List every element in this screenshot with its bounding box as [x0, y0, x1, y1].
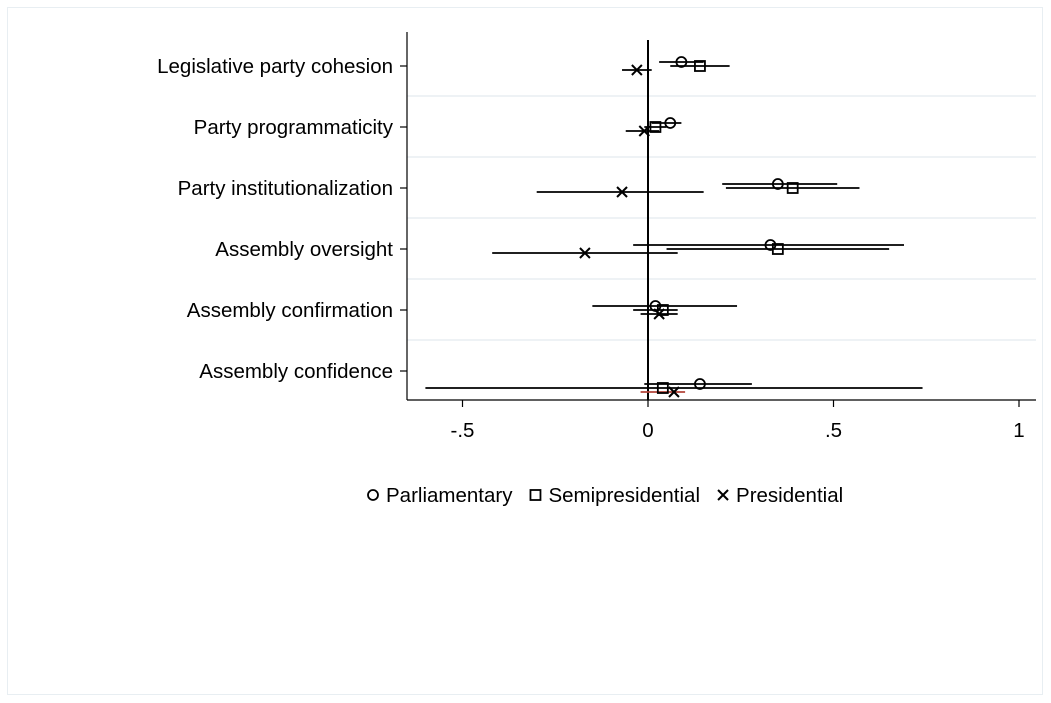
point-square: [694, 60, 706, 72]
point-square: [656, 304, 669, 316]
category-label: Assembly oversight: [215, 238, 393, 261]
point-x: [638, 125, 650, 137]
category-label: Party institutionalization: [178, 177, 393, 200]
point-square: [786, 182, 799, 194]
point-circle: [694, 378, 706, 390]
legend-symbol-circle: [367, 489, 379, 501]
x-stroke: [616, 186, 628, 198]
legend-label: Presidential: [736, 484, 843, 507]
label-layer: Legislative party cohesion Party programm…: [157, 55, 1025, 442]
x-tick-label: .5: [825, 419, 842, 442]
legend: Parliamentary Semipresidential Presidentia…: [367, 484, 843, 507]
ci-layer: [425, 61, 923, 393]
grid-layer: [407, 95, 1036, 341]
axis-layer: [400, 32, 1036, 407]
point-square: [649, 121, 662, 133]
category-label: Assembly confirmation: [187, 299, 393, 322]
x-stroke: [579, 247, 591, 259]
point-square: [656, 382, 669, 394]
point-square: [771, 243, 784, 255]
point-x: [668, 386, 680, 398]
x-stroke: [717, 489, 729, 501]
point-x: [616, 186, 628, 198]
point-x: [653, 308, 665, 320]
point-circle: [664, 117, 677, 129]
point-x: [631, 64, 643, 76]
x-tick-label: 1: [1013, 419, 1024, 442]
category-label: Party programmaticity: [194, 116, 394, 139]
x-stroke: [631, 64, 643, 76]
marker-layer: [579, 56, 799, 398]
legend-label: Parliamentary: [386, 484, 513, 507]
point-circle: [771, 178, 784, 190]
point-x: [579, 247, 591, 259]
legend-label: Semipresidential: [548, 484, 700, 507]
point-circle: [675, 56, 688, 68]
point-circle: [764, 239, 777, 251]
legend-symbol-x: [717, 489, 729, 501]
chart-frame: [7, 7, 1043, 695]
x-tick-label: 0: [642, 419, 653, 442]
category-label: Assembly confidence: [199, 360, 393, 383]
legend-symbol-square: [529, 489, 542, 501]
x-tick-label: -.5: [451, 419, 475, 442]
category-label: Legislative party cohesion: [157, 55, 393, 78]
x-stroke: [638, 125, 650, 137]
x-stroke: [668, 386, 680, 398]
x-stroke: [653, 308, 665, 320]
